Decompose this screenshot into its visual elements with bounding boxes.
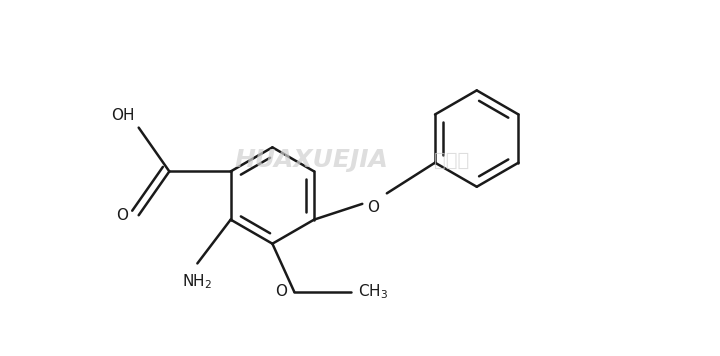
- Text: OH: OH: [111, 108, 135, 123]
- Text: 化学加: 化学加: [434, 151, 469, 170]
- Text: O: O: [368, 200, 379, 215]
- Text: NH$_2$: NH$_2$: [182, 272, 212, 291]
- Text: O: O: [116, 208, 128, 223]
- Text: HUAXUEJIA: HUAXUEJIA: [234, 148, 388, 172]
- Text: O: O: [275, 284, 287, 299]
- Text: CH$_3$: CH$_3$: [359, 283, 388, 301]
